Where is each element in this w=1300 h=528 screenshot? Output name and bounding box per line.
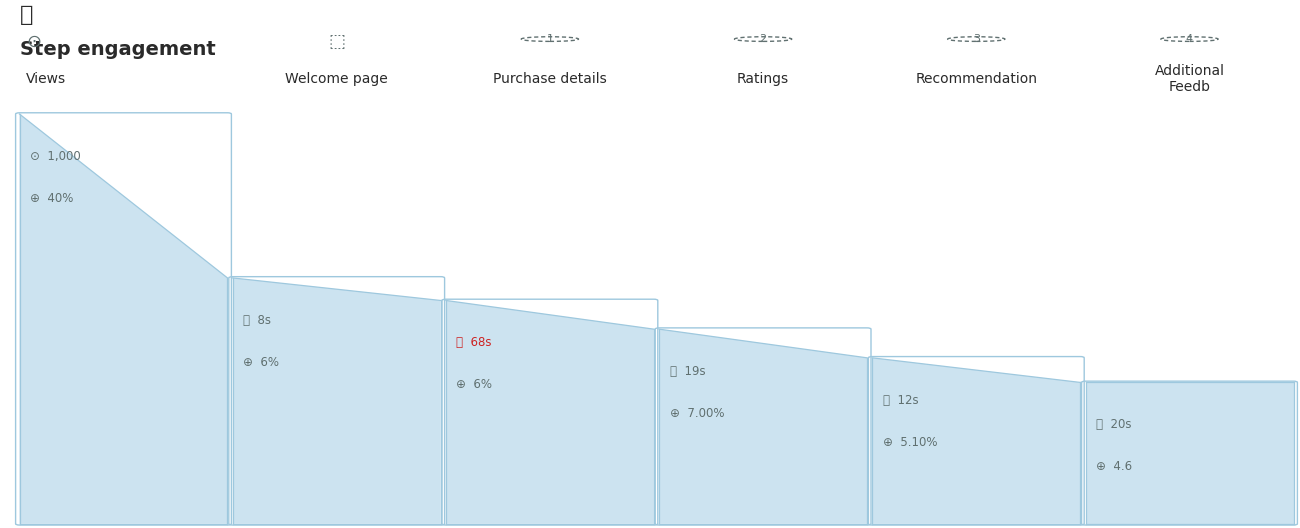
Text: ⏱  68s: ⏱ 68s bbox=[456, 336, 491, 349]
Text: 1: 1 bbox=[546, 34, 554, 44]
Text: ⊕  5.10%: ⊕ 5.10% bbox=[883, 436, 937, 449]
Text: ⏱  19s: ⏱ 19s bbox=[670, 365, 705, 378]
Text: 2: 2 bbox=[759, 34, 767, 44]
Polygon shape bbox=[1086, 382, 1294, 524]
Text: ⏱  12s: ⏱ 12s bbox=[883, 393, 918, 407]
Polygon shape bbox=[20, 114, 227, 524]
Polygon shape bbox=[659, 329, 867, 524]
Text: Purchase details: Purchase details bbox=[493, 72, 607, 86]
Text: Welcome page: Welcome page bbox=[285, 72, 389, 86]
Text: ⊙: ⊙ bbox=[26, 33, 42, 51]
Text: Step engagement: Step engagement bbox=[20, 40, 216, 59]
Text: ⏱  8s: ⏱ 8s bbox=[243, 314, 272, 327]
Text: ⊕  6%: ⊕ 6% bbox=[243, 356, 280, 369]
Text: ⏱  20s: ⏱ 20s bbox=[1096, 418, 1131, 431]
Text: ⊕  4.6: ⊕ 4.6 bbox=[1096, 460, 1132, 474]
Text: Recommendation: Recommendation bbox=[915, 72, 1037, 86]
Text: ⬚: ⬚ bbox=[328, 33, 346, 51]
Text: 4: 4 bbox=[1186, 34, 1193, 44]
Polygon shape bbox=[233, 278, 441, 524]
Text: ⊕  7.00%: ⊕ 7.00% bbox=[670, 407, 724, 420]
Text: Additional
Feedb: Additional Feedb bbox=[1154, 64, 1225, 95]
Text: ⊕  6%: ⊕ 6% bbox=[456, 379, 493, 391]
Text: Ratings: Ratings bbox=[737, 72, 789, 86]
Text: ⧉: ⧉ bbox=[20, 5, 32, 25]
Polygon shape bbox=[872, 358, 1080, 524]
Text: ⊙  1,000: ⊙ 1,000 bbox=[30, 150, 81, 163]
Text: Views: Views bbox=[26, 72, 66, 86]
Polygon shape bbox=[446, 300, 654, 524]
Text: ⊕  40%: ⊕ 40% bbox=[30, 192, 73, 205]
Text: 3: 3 bbox=[972, 34, 980, 44]
